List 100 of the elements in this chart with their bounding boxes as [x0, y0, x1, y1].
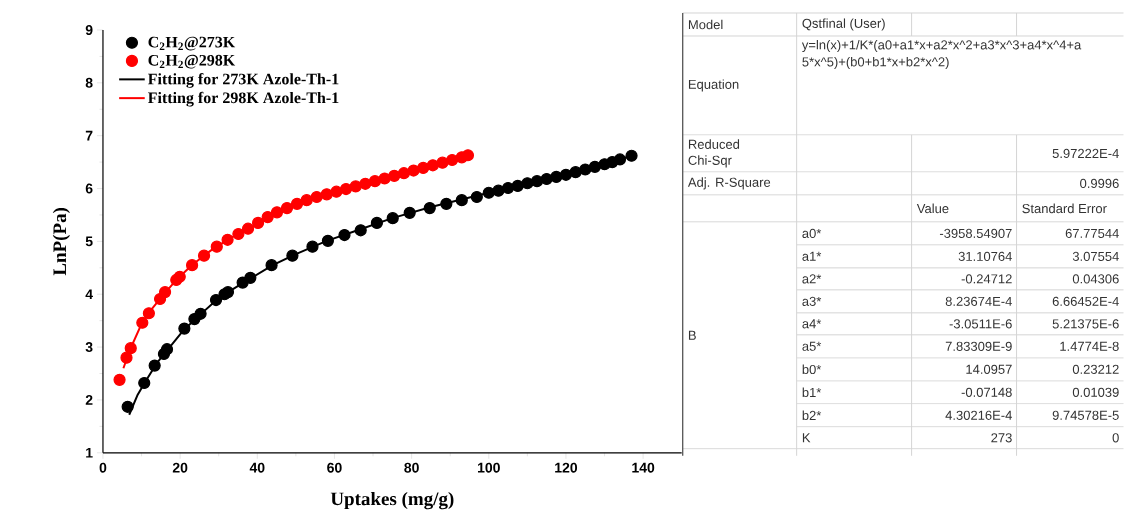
x-axis-title: Uptakes (mg/g) — [330, 492, 454, 510]
point — [221, 286, 235, 299]
legend-label: Fitting for 298K Azole-Th-1 — [148, 91, 339, 107]
point — [482, 186, 495, 199]
y-axis-title: LnP(Pa) — [52, 208, 70, 276]
x-tick-label: 140 — [632, 462, 655, 473]
legend-label: C$_{2}$H$_{2}$@273K — [148, 36, 236, 51]
point — [160, 343, 174, 356]
point — [436, 156, 449, 169]
point — [270, 206, 284, 219]
text: 9.74578E-5 — [1052, 410, 1119, 421]
point — [265, 259, 278, 272]
y-tick-label: 6 — [85, 183, 93, 194]
x-tick-label: 100 — [477, 462, 500, 473]
text: a2* — [802, 274, 822, 284]
text: 67.77544 — [1065, 228, 1119, 239]
point — [121, 400, 134, 414]
point — [368, 175, 382, 188]
text: 0.01039 — [1072, 387, 1119, 398]
point — [354, 224, 367, 237]
text: 6.66452E-4 — [1052, 296, 1119, 307]
text: Adj. R-Square — [687, 177, 771, 190]
point — [194, 307, 207, 321]
point — [300, 194, 313, 207]
x-tick-label: 60 — [327, 462, 342, 473]
legend-label: C$_{2}$H$_{2}$@298K — [148, 54, 236, 69]
text: a4* — [802, 319, 822, 329]
point — [320, 188, 333, 201]
point — [185, 259, 199, 272]
text: 4.30216E-4 — [945, 410, 1012, 421]
point — [403, 206, 416, 220]
y-tick-label: 5 — [85, 236, 93, 247]
point — [423, 202, 436, 215]
text: Equation — [688, 79, 739, 92]
point — [209, 294, 223, 307]
y-tick-label: 2 — [85, 395, 93, 405]
point — [501, 182, 515, 195]
point — [124, 342, 137, 355]
point — [407, 164, 420, 177]
point — [251, 216, 265, 230]
point — [569, 166, 582, 179]
x-tick-label: 0 — [99, 462, 107, 473]
text: 273 — [991, 433, 1012, 443]
point — [461, 149, 475, 162]
point — [559, 168, 573, 182]
point — [470, 191, 483, 204]
text: a0* — [802, 228, 822, 239]
text: y=ln(x)+1/K*(a0+a1*x+a2*x^2+a3*x^3+a4*x^4+a — [801, 40, 1082, 53]
text: -0.24712 — [961, 274, 1012, 284]
point — [511, 179, 524, 193]
point — [136, 316, 149, 329]
point — [113, 373, 126, 387]
text: b0* — [802, 364, 822, 375]
y-tick-label: 4 — [85, 289, 93, 300]
point — [550, 170, 563, 184]
text: Standard Error — [1022, 203, 1107, 214]
text: -3.0511E-6 — [949, 319, 1012, 329]
text: 0.9996 — [1080, 178, 1119, 189]
text: 3.07554 — [1072, 251, 1119, 262]
point — [286, 249, 299, 262]
point — [455, 194, 468, 207]
point — [370, 216, 383, 230]
point — [142, 307, 155, 320]
point — [613, 153, 627, 166]
point — [232, 228, 245, 241]
point — [446, 154, 459, 167]
text: a5* — [802, 341, 822, 351]
text: b2* — [802, 410, 822, 421]
text: a1* — [802, 251, 822, 262]
text: -0.07148 — [961, 387, 1012, 398]
point — [417, 161, 430, 175]
point — [349, 180, 362, 193]
text: -3958.54907 — [939, 228, 1012, 239]
y-tick-label: 8 — [85, 77, 93, 88]
text: K — [802, 433, 811, 443]
point — [178, 322, 191, 335]
text: 0.04306 — [1072, 274, 1119, 284]
point — [120, 351, 133, 364]
y-tick-label: 9 — [85, 25, 93, 36]
text: Value — [916, 203, 949, 214]
point — [521, 177, 534, 190]
point — [158, 286, 172, 299]
y-tick-label: 1 — [86, 448, 93, 458]
text: 7.83309E-9 — [945, 341, 1012, 352]
point — [210, 240, 223, 253]
point — [492, 184, 505, 197]
point — [625, 149, 638, 162]
point — [388, 169, 401, 183]
point — [386, 212, 399, 225]
point — [440, 197, 453, 211]
point — [397, 167, 411, 180]
point — [339, 183, 353, 196]
text: 0.23212 — [1072, 364, 1119, 375]
point — [261, 211, 274, 224]
y-tick-label: 3 — [85, 342, 93, 353]
text: 31.10764 — [958, 251, 1012, 262]
point — [579, 163, 592, 176]
point — [241, 222, 255, 235]
x-tick-label: 80 — [404, 462, 419, 473]
text: Reduced Chi-Sqr — [688, 139, 740, 168]
